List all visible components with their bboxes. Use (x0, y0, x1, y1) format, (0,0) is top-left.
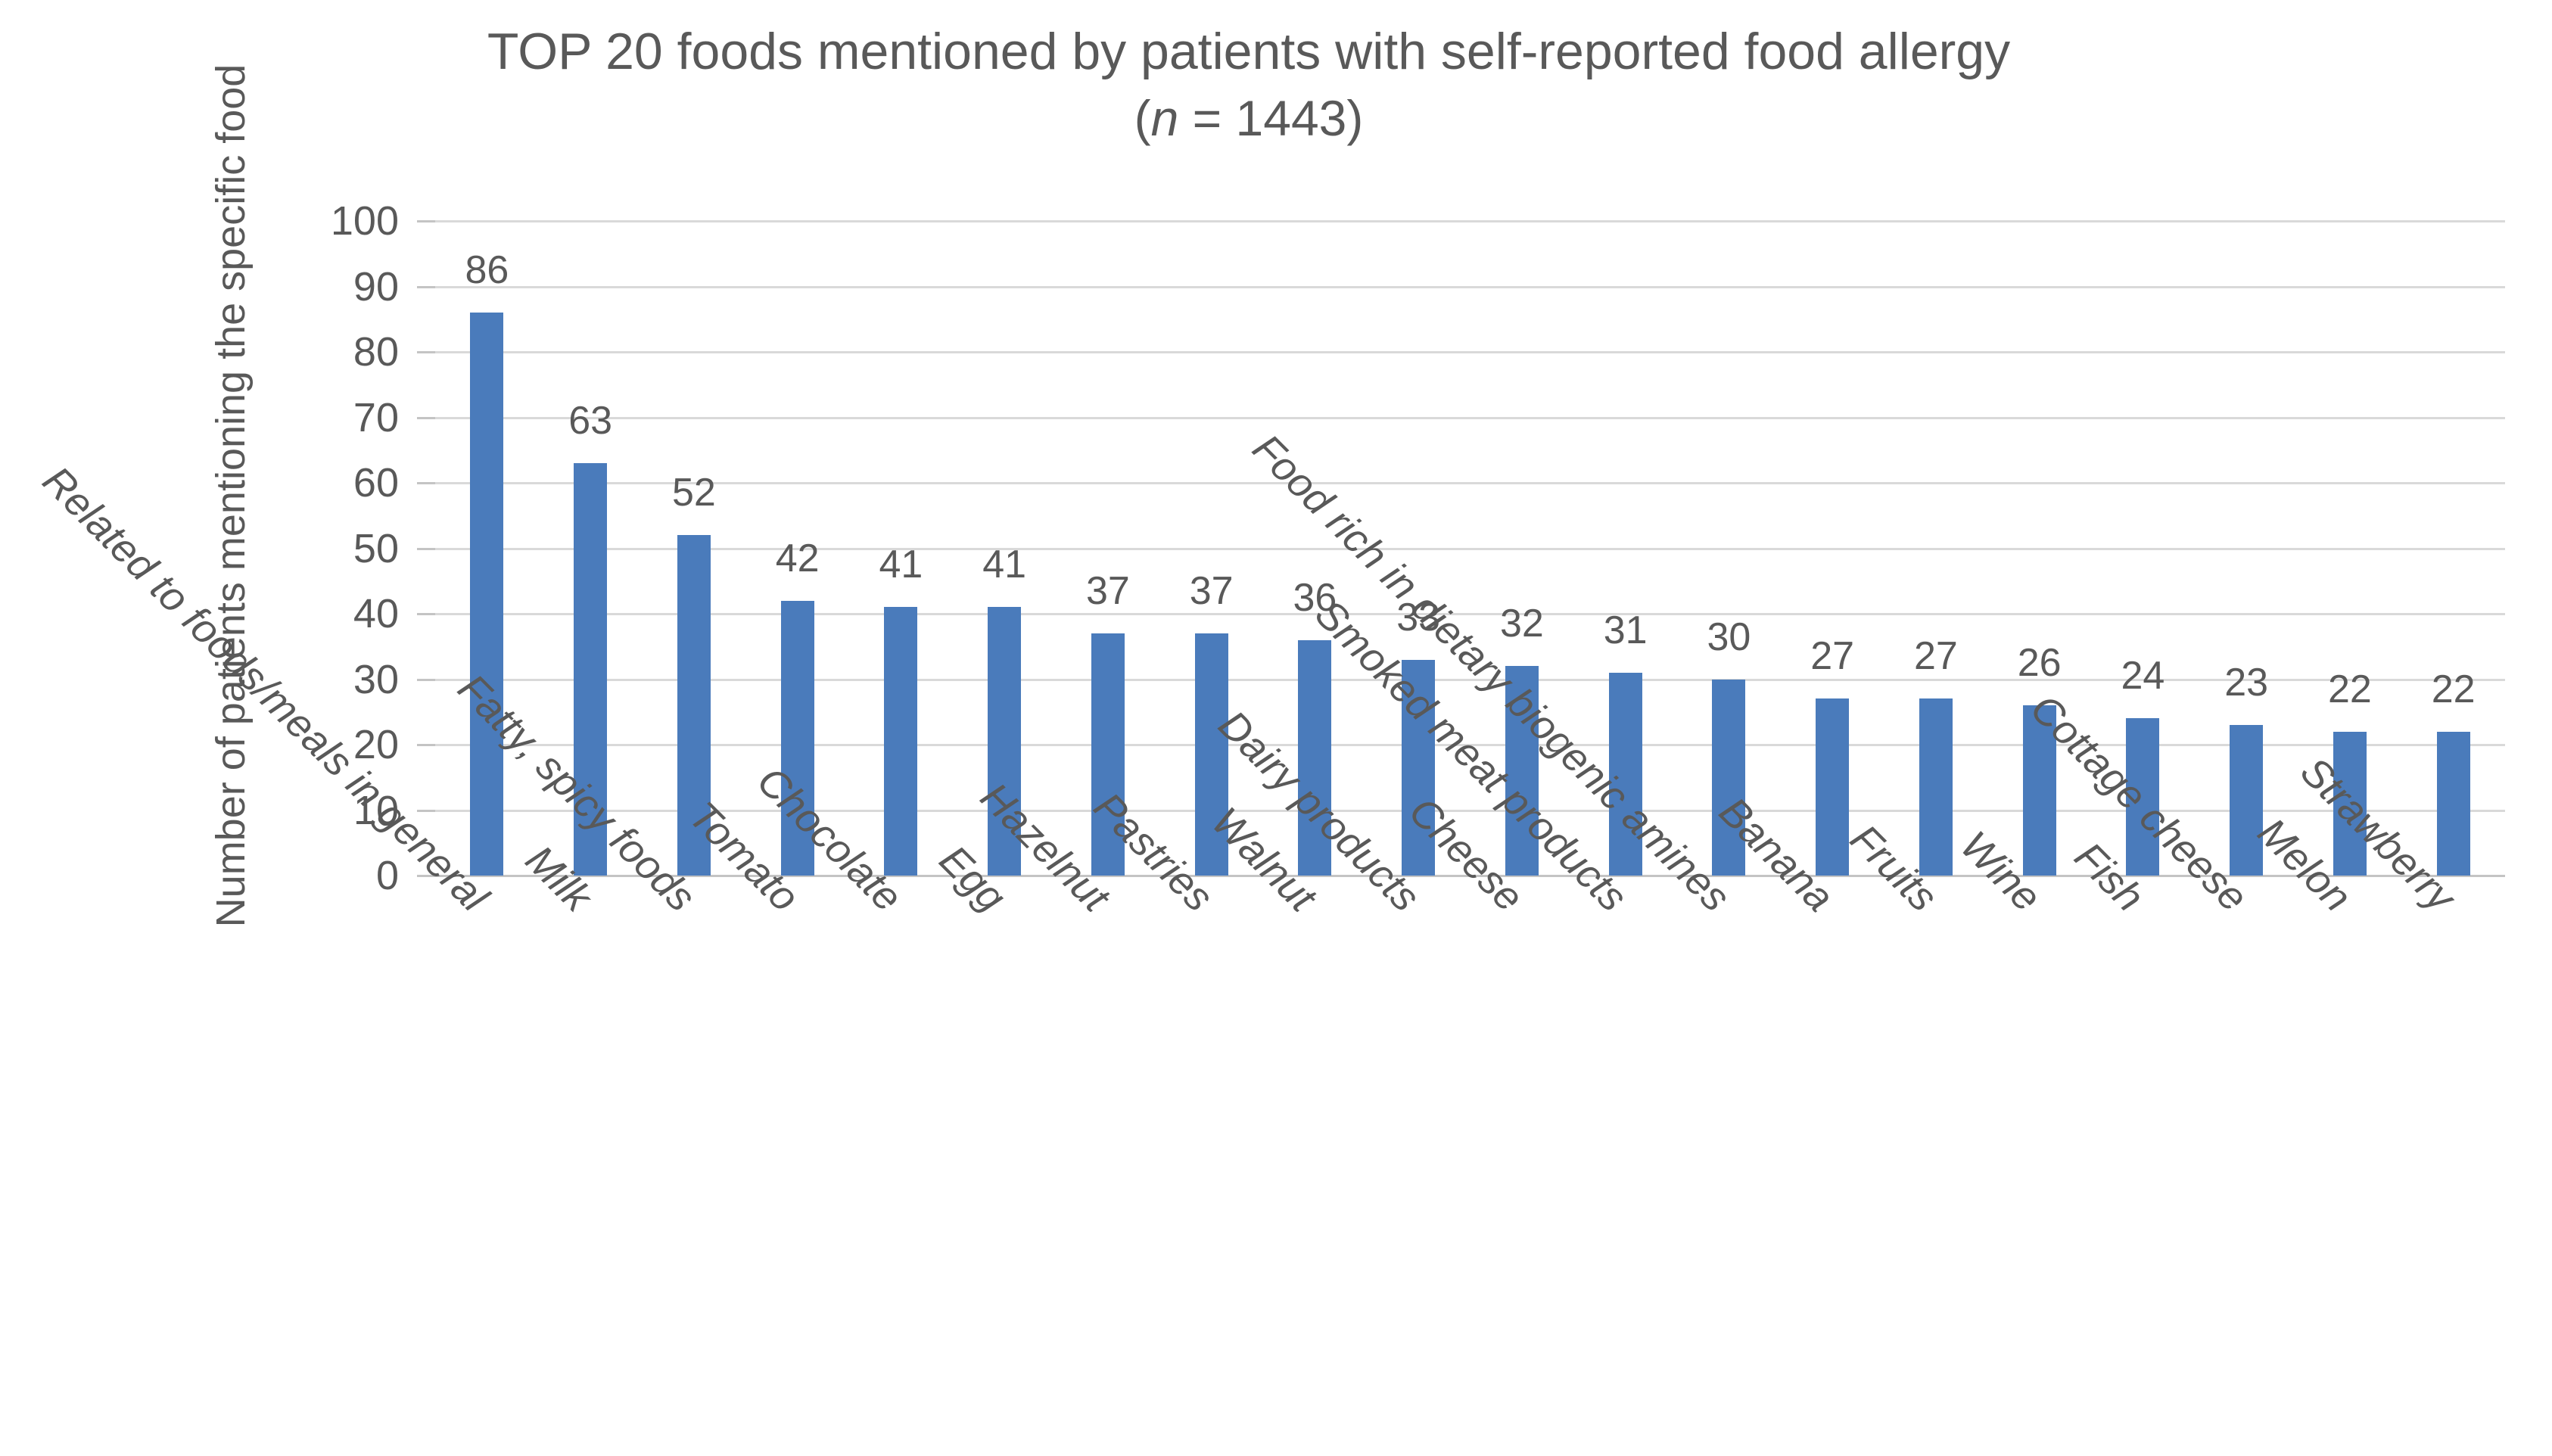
bar (1608, 672, 1642, 876)
gridline (435, 351, 2505, 353)
y-axis-tickmark (417, 875, 435, 877)
bar (1402, 659, 1436, 876)
bar (2126, 718, 2160, 876)
chart-subtitle: (n = 1443) (0, 89, 2498, 147)
y-axis-tick-label: 0 (375, 853, 399, 898)
bar-value-label: 22 (2327, 667, 2372, 711)
y-axis-tick-label: 60 (353, 460, 399, 506)
plot-area: 0 10 20 30 40 50 60 70 80 90 100 86 Related to foods… (34, 201, 2505, 920)
gridline (435, 416, 2505, 419)
bar-value-label: 41 (982, 543, 1027, 587)
bar-value-label: 36 (1293, 575, 1337, 620)
bar-value-label: 30 (1707, 614, 1751, 659)
subtitle-n: n (1150, 90, 1179, 146)
gridline (435, 613, 2505, 615)
bar-value-label: 63 (568, 399, 613, 443)
subtitle-open: ( (1134, 90, 1151, 146)
y-axis-tick-label: 90 (353, 263, 399, 310)
bar (1505, 666, 1539, 876)
y-axis-tickmark (417, 220, 435, 222)
y-axis-tickmark (417, 678, 435, 681)
y-axis-tick-label: 50 (353, 525, 399, 571)
bar-value-label: 24 (2121, 654, 2165, 698)
bar-value-label: 22 (2431, 667, 2476, 711)
bar-value-label: 37 (1189, 568, 1234, 613)
y-axis-tickmark (417, 482, 435, 484)
gridline (435, 547, 2505, 550)
y-axis-tick-label: 80 (353, 329, 399, 375)
bar (1194, 633, 1228, 876)
bar-value-label: 86 (465, 248, 509, 293)
bar (780, 600, 814, 876)
gridline (435, 809, 2505, 812)
y-axis-tickmark (417, 744, 435, 746)
y-axis-tickmark (417, 547, 435, 550)
bar-value-label: 23 (2224, 661, 2269, 705)
bar-value-label: 31 (1603, 608, 1648, 652)
gridline (435, 482, 2505, 484)
bar-value-label: 42 (775, 536, 820, 580)
y-axis-tickmark (417, 809, 435, 812)
bar (574, 463, 608, 876)
y-axis-tick-label: 20 (353, 722, 399, 767)
bar-value-label: 33 (1396, 595, 1441, 639)
gridline (435, 285, 2505, 288)
bar-value-label: 32 (1499, 602, 1544, 646)
bar (1712, 679, 1746, 876)
y-axis-tick-label: 10 (353, 787, 399, 833)
subtitle-rest: = 1443) (1178, 90, 1364, 146)
gridline (435, 678, 2505, 681)
bar-value-label: 52 (671, 471, 716, 515)
y-axis-tick-label: 70 (353, 394, 399, 440)
y-axis-tickmark (417, 285, 435, 288)
gridline (435, 744, 2505, 746)
bar-value-label: 26 (2017, 641, 2062, 686)
y-axis-tick-label: 30 (353, 656, 399, 702)
bar-value-label: 27 (1810, 634, 1855, 679)
bar-value-label: 27 (1913, 634, 1958, 679)
bar (1919, 698, 1953, 876)
bar (1298, 639, 1332, 876)
bar-value-label: 37 (1085, 568, 1130, 613)
bar (470, 313, 504, 876)
bar (1816, 698, 1850, 876)
y-axis-tickmark (417, 416, 435, 419)
y-axis-tick-label: 100 (330, 198, 399, 244)
bar (1091, 633, 1125, 876)
bar (2436, 731, 2470, 876)
y-axis-tick-label: 40 (353, 591, 399, 636)
bar (2333, 731, 2367, 876)
bar (2230, 725, 2264, 876)
bar (988, 607, 1022, 876)
bar (884, 607, 918, 876)
bar (2022, 705, 2056, 876)
x-category-label: Related to foods/meals in general (34, 457, 497, 921)
chart-title: TOP 20 foods mentioned by patients with … (487, 23, 2011, 80)
y-axis-tickmark (417, 613, 435, 615)
gridline (435, 875, 2505, 877)
gridline (435, 220, 2505, 222)
y-axis-tickmark (417, 351, 435, 353)
bar (677, 535, 711, 876)
bar-value-label: 41 (879, 543, 923, 587)
